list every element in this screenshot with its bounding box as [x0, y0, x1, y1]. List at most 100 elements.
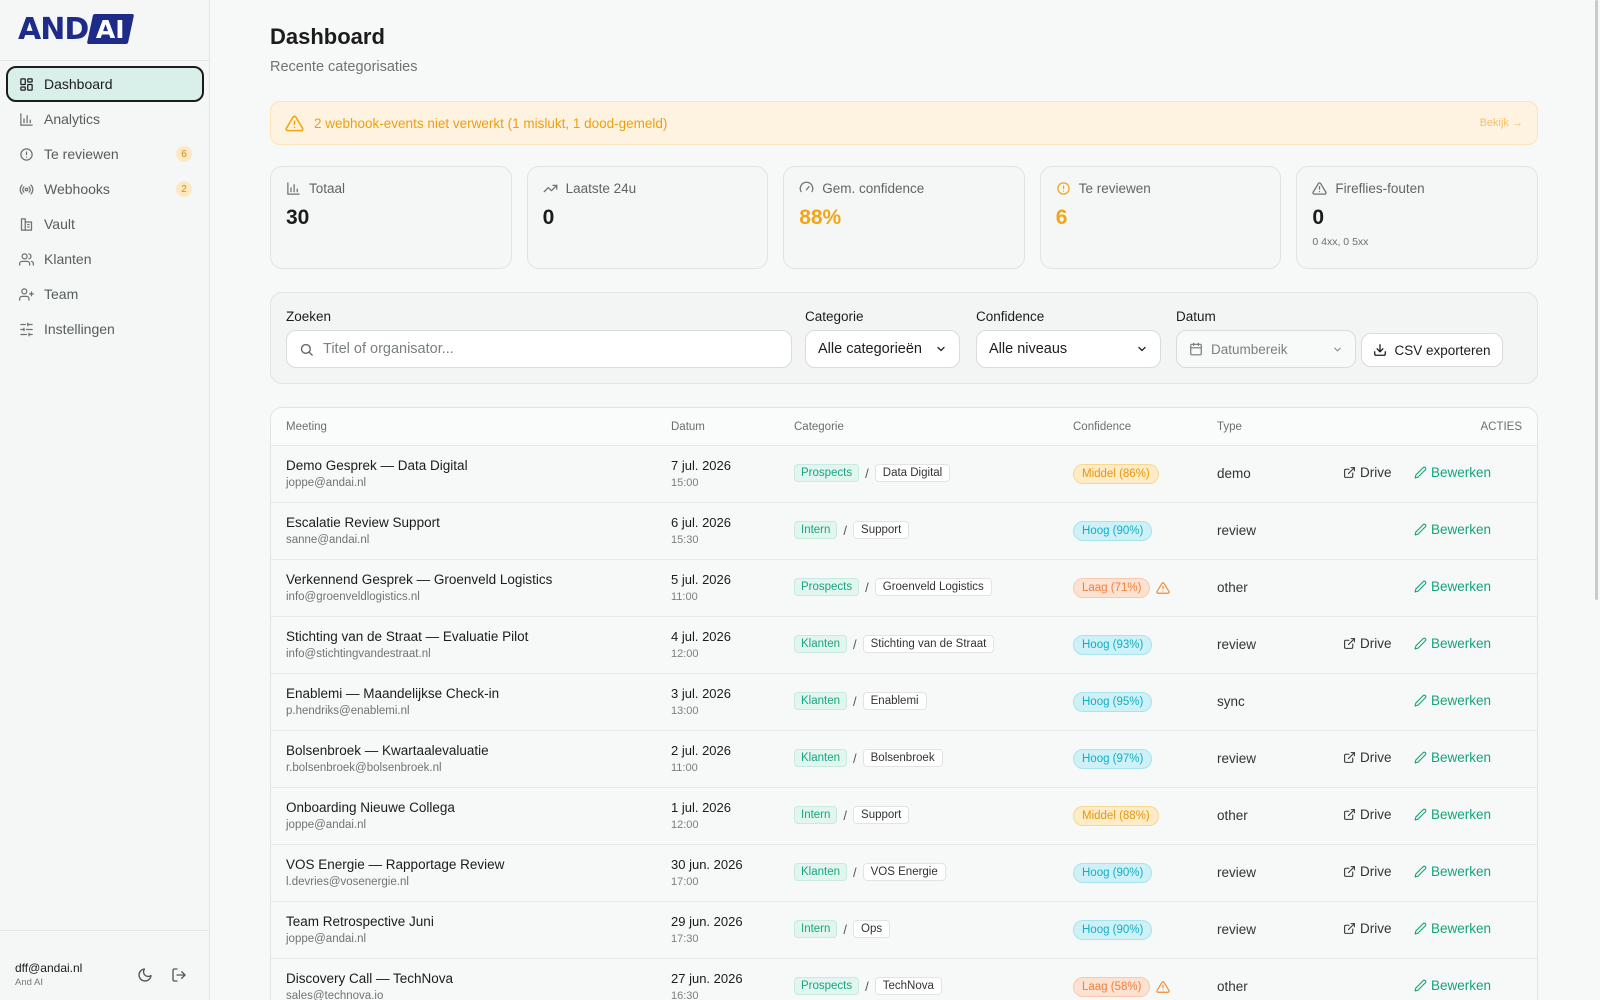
meeting-date: 30 jun. 2026: [671, 857, 743, 872]
col-actions: ACTIES: [1480, 421, 1522, 433]
edit-button[interactable]: Bewerken: [1414, 579, 1491, 594]
meeting-title[interactable]: Verkennend Gesprek — Groenveld Logistics: [286, 572, 553, 587]
category-tag: Prospects: [794, 464, 860, 482]
edit-button[interactable]: Bewerken: [1414, 978, 1491, 993]
confidence-cell: Laag (58%): [1073, 977, 1171, 997]
edit-button[interactable]: Bewerken: [1414, 636, 1491, 651]
table-row[interactable]: Discovery Call — TechNova sales@technova.…: [271, 959, 1537, 1000]
logout-icon[interactable]: [168, 964, 190, 986]
edit-button[interactable]: Bewerken: [1414, 750, 1491, 765]
meeting-title[interactable]: Stichting van de Straat — Evaluatie Pilo…: [286, 629, 529, 644]
drive-link[interactable]: Drive: [1343, 921, 1392, 936]
table-row[interactable]: Enablemi — Maandelijkse Check-in p.hendri…: [271, 674, 1537, 731]
table-row[interactable]: Bolsenbroek — Kwartaalevaluatie r.bolsenb…: [271, 731, 1537, 788]
confidence-cell: Hoog (97%): [1073, 749, 1153, 769]
stat-card-fireflies-fouten: Fireflies-fouten 0 0 4xx, 0 5xx: [1296, 166, 1538, 269]
subcategory-tag: Stichting van de Straat: [862, 635, 995, 653]
col-type[interactable]: Type: [1217, 421, 1242, 433]
confidence-badge: Hoog (93%): [1073, 635, 1153, 655]
category-path: Klanten / VOS Energie: [794, 863, 946, 881]
sidebar-item-analytics[interactable]: Analytics: [6, 101, 204, 137]
meeting-type: review: [1217, 865, 1257, 880]
sidebar-item-klanten[interactable]: Klanten: [6, 241, 204, 277]
date-range-picker[interactable]: Datumbereik: [1176, 330, 1356, 368]
stat-label: Laatste 24u: [565, 181, 637, 196]
meeting-title[interactable]: Escalatie Review Support: [286, 515, 440, 530]
sidebar-item-vault[interactable]: Vault: [6, 206, 204, 242]
meeting-title[interactable]: Demo Gesprek — Data Digital: [286, 458, 468, 473]
meeting-time: 17:30: [671, 933, 699, 945]
col-date[interactable]: Datum: [671, 421, 705, 433]
drive-link[interactable]: Drive: [1343, 864, 1392, 879]
theme-toggle-moon-icon[interactable]: [134, 964, 156, 986]
edit-button[interactable]: Bewerken: [1414, 921, 1491, 936]
sidebar-item-team[interactable]: Team: [6, 276, 204, 312]
edit-button[interactable]: Bewerken: [1414, 465, 1491, 480]
vault-icon: [18, 216, 34, 232]
page-scrollbar[interactable]: [1594, 0, 1600, 600]
subcategory-tag: TechNova: [874, 977, 942, 995]
table-row[interactable]: Verkennend Gesprek — Groenveld Logistics…: [271, 560, 1537, 617]
category-tag: Prospects: [794, 578, 860, 596]
edit-button[interactable]: Bewerken: [1414, 864, 1491, 879]
drive-link[interactable]: Drive: [1343, 636, 1392, 651]
pencil-icon: [1414, 808, 1427, 821]
confidence-label: Confidence: [976, 309, 1045, 324]
meeting-type: review: [1217, 751, 1257, 766]
sidebar-item-instellingen[interactable]: Instellingen: [6, 311, 204, 347]
meeting-title[interactable]: Enablemi — Maandelijkse Check-in: [286, 686, 500, 701]
stat-card-te-reviewen: Te reviewen 6: [1039, 166, 1282, 269]
scrollbar-thumb[interactable]: [1595, 0, 1598, 600]
col-category[interactable]: Categorie: [794, 421, 844, 433]
alert-text: 2 webhook-events niet verwerkt (1 misluk…: [314, 115, 668, 131]
category-tag: Intern: [794, 920, 838, 938]
col-meeting[interactable]: Meeting: [286, 421, 327, 433]
edit-button[interactable]: Bewerken: [1414, 693, 1491, 708]
andai-logo[interactable]: AND AI: [18, 12, 135, 47]
confidence-cell: Middel (86%): [1073, 464, 1159, 484]
meeting-date: 3 jul. 2026: [671, 686, 731, 701]
meeting-type: other: [1217, 808, 1248, 823]
confidence-badge: Middel (86%): [1073, 464, 1159, 484]
meeting-title[interactable]: Team Retrospective Juni: [286, 914, 434, 929]
confidence-cell: Hoog (90%): [1073, 863, 1153, 883]
table-row[interactable]: Team Retrospective Juni joppe@andai.nl 29 …: [271, 902, 1537, 959]
table-row[interactable]: Escalatie Review Support sanne@andai.nl 6 …: [271, 503, 1537, 560]
table-row[interactable]: Onboarding Nieuwe Collega joppe@andai.nl 1…: [271, 788, 1537, 845]
drive-link[interactable]: Drive: [1343, 807, 1392, 822]
table-header: Meeting Datum Categorie Confidence Type …: [271, 408, 1537, 446]
meeting-type: other: [1217, 979, 1248, 994]
sidebar-item-dashboard[interactable]: Dashboard: [6, 66, 204, 102]
edit-button[interactable]: Bewerken: [1414, 522, 1491, 537]
search-input[interactable]: Titel of organisator...: [286, 330, 792, 368]
user-org: And AI: [15, 977, 43, 988]
stat-label: Te reviewen: [1078, 181, 1151, 196]
drive-link[interactable]: Drive: [1343, 750, 1392, 765]
meeting-title[interactable]: VOS Energie — Rapportage Review: [286, 857, 505, 872]
table-row[interactable]: Stichting van de Straat — Evaluatie Pilo…: [271, 617, 1537, 674]
sidebar-item-label: Dashboard: [44, 76, 113, 92]
col-confidence[interactable]: Confidence: [1073, 421, 1132, 433]
table-body: Demo Gesprek — Data Digital joppe@andai.n…: [271, 446, 1537, 1000]
edit-button[interactable]: Bewerken: [1414, 807, 1491, 822]
drive-link[interactable]: Drive: [1343, 465, 1392, 480]
organizer-email: r.bolsenbroek@bolsenbroek.nl: [286, 762, 442, 774]
confidence-select[interactable]: Alle niveaus: [976, 330, 1161, 368]
stat-card-totaal: Totaal 30: [270, 166, 512, 269]
meeting-type: demo: [1217, 466, 1251, 481]
alert-view-link[interactable]: Bekijk →: [1479, 117, 1523, 129]
meeting-type: review: [1217, 523, 1257, 538]
meeting-title[interactable]: Onboarding Nieuwe Collega: [286, 800, 455, 815]
edit-label: Bewerken: [1431, 465, 1492, 480]
meeting-title[interactable]: Bolsenbroek — Kwartaalevaluatie: [286, 743, 489, 758]
category-select[interactable]: Alle categorieën: [805, 330, 960, 368]
sidebar-item-webhooks[interactable]: Webhooks 2: [6, 171, 204, 207]
sidebar-item-te-reviewen[interactable]: Te reviewen 6: [6, 136, 204, 172]
table-row[interactable]: VOS Energie — Rapportage Review l.devries…: [271, 845, 1537, 902]
meeting-title[interactable]: Discovery Call — TechNova: [286, 971, 454, 986]
trend-up-icon: [543, 181, 558, 196]
csv-export-button[interactable]: CSV exporteren: [1361, 333, 1503, 367]
organizer-email: info@groenveldlogistics.nl: [286, 591, 420, 603]
table-row[interactable]: Demo Gesprek — Data Digital joppe@andai.n…: [271, 446, 1537, 503]
edit-label: Bewerken: [1431, 864, 1492, 879]
